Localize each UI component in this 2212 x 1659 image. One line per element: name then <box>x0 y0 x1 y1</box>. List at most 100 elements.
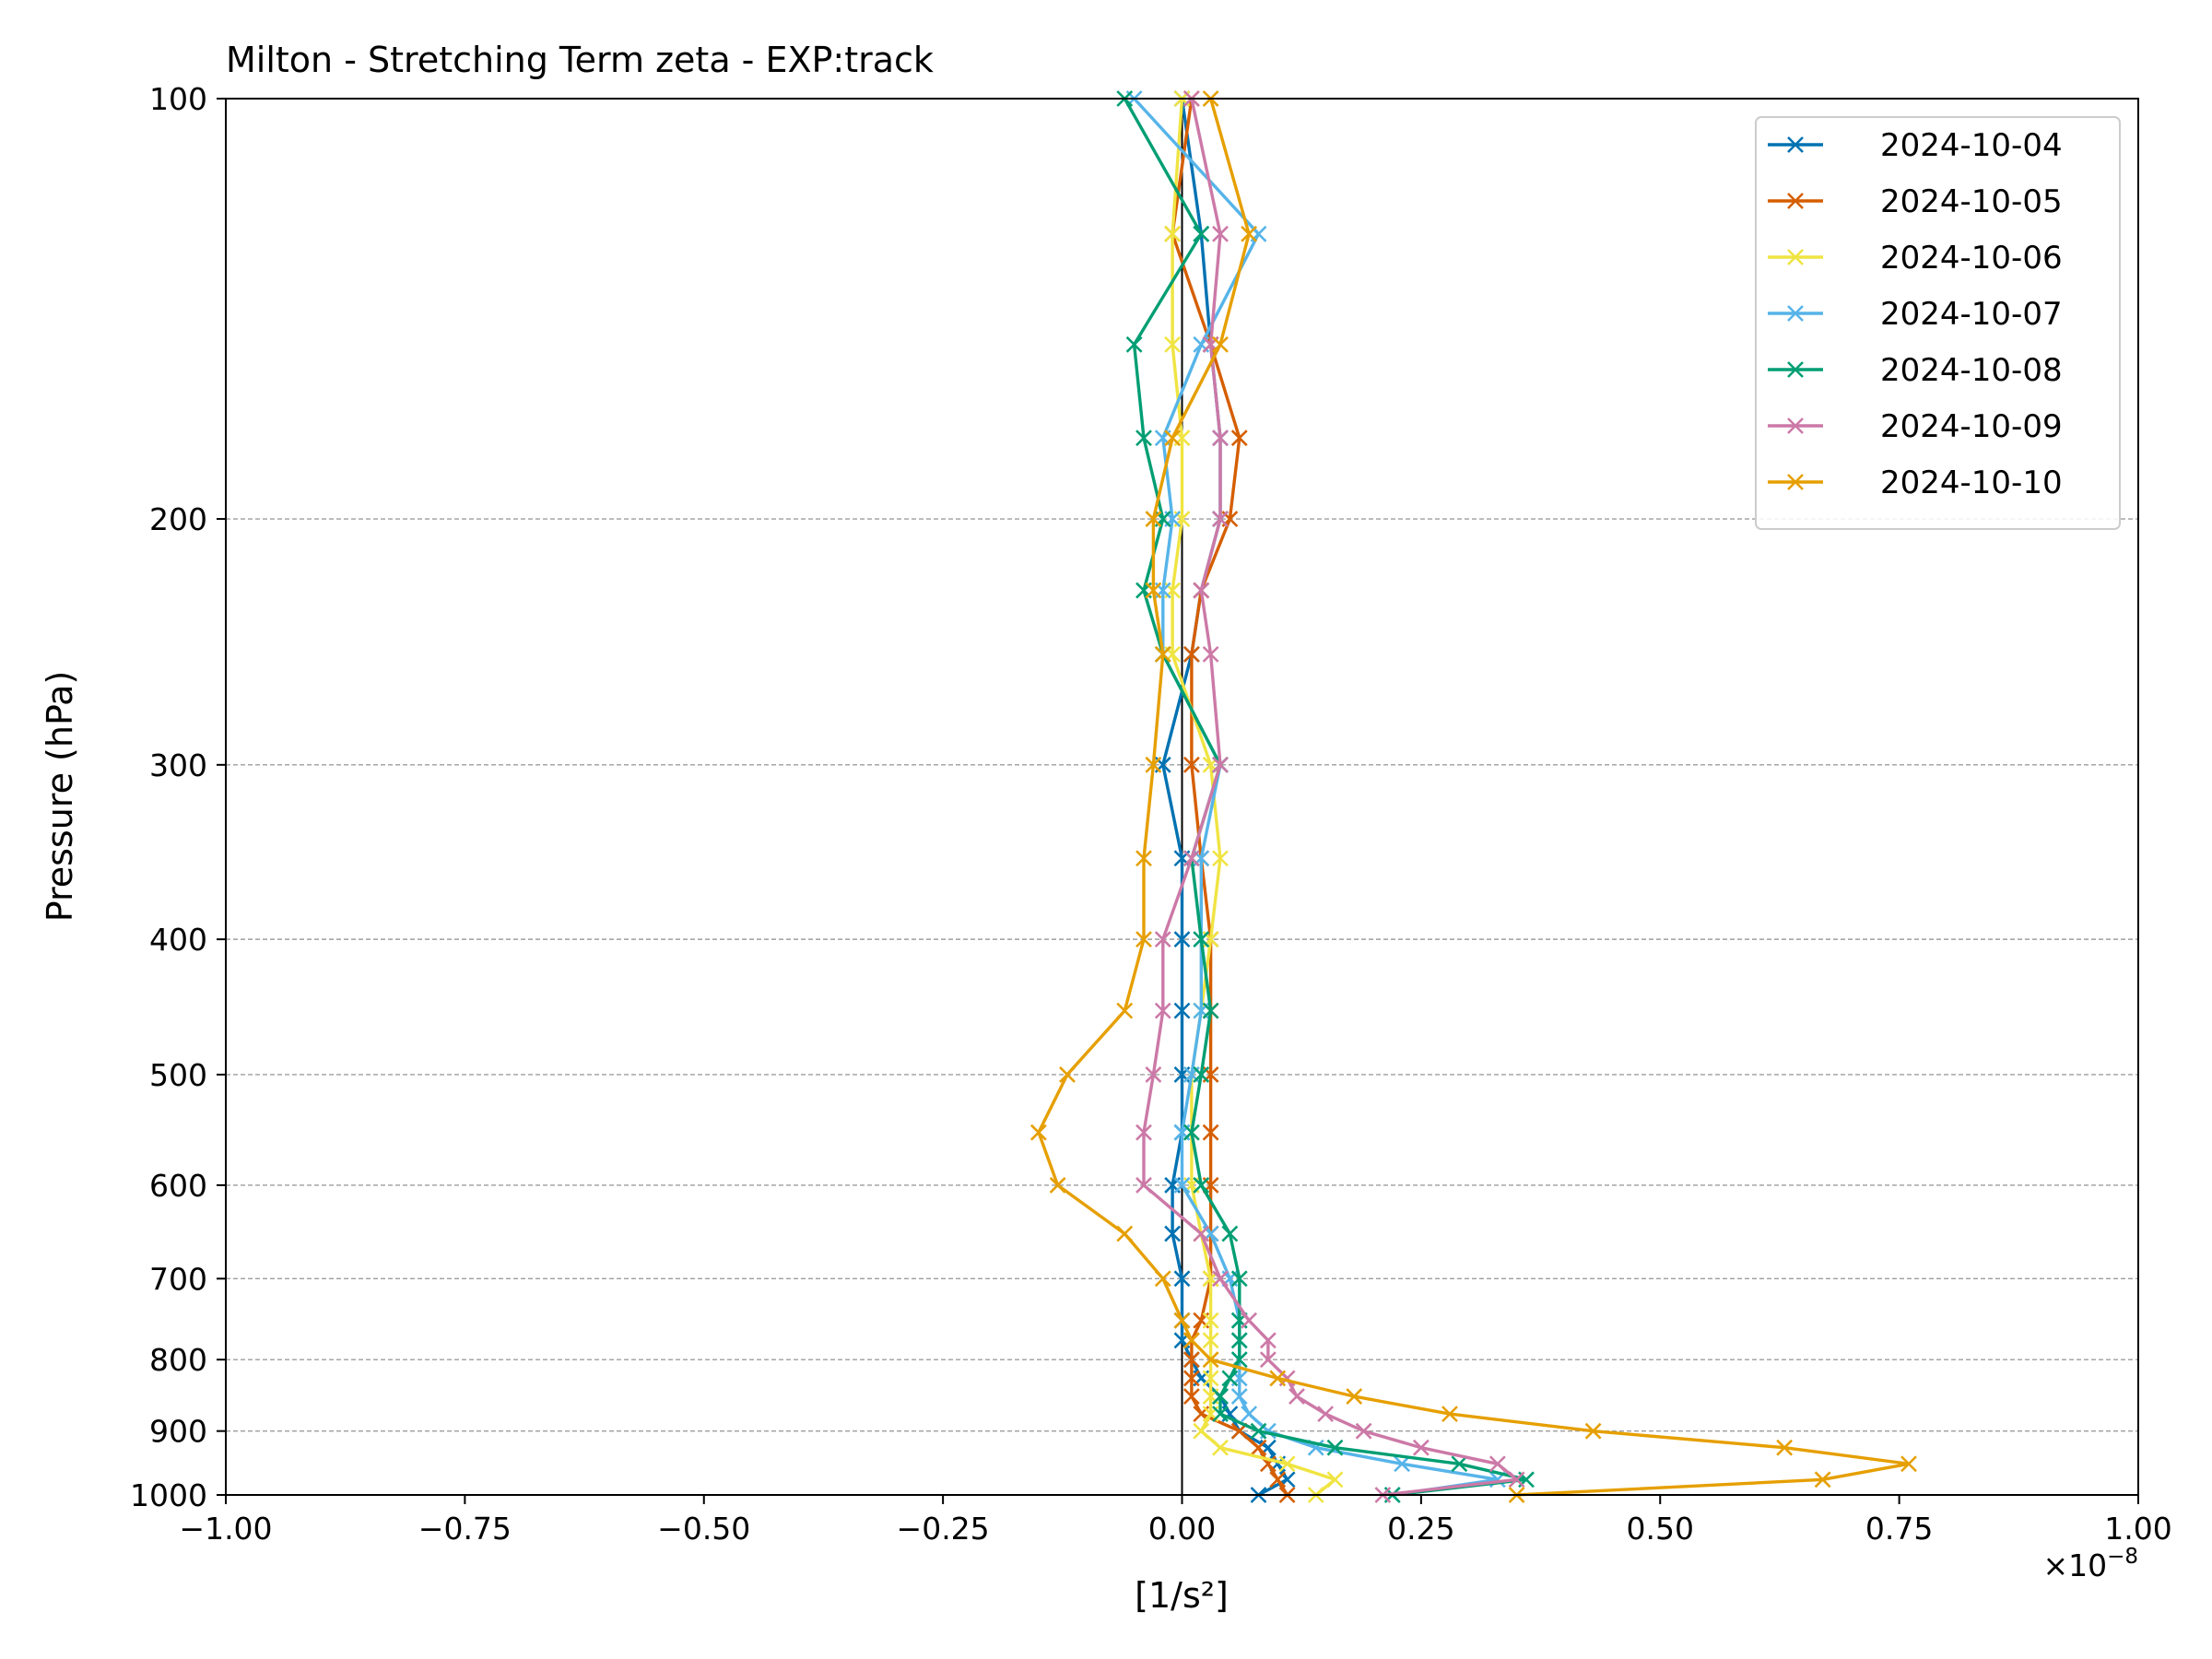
data-point <box>1145 582 1162 599</box>
data-point <box>1241 1312 1258 1329</box>
y-axis: 100 200 300 400 500 600 700 800 900 1000 <box>130 81 226 1513</box>
data-point <box>1508 1471 1525 1488</box>
data-point <box>1326 1471 1344 1488</box>
legend-label: 2024-10-06 <box>1880 240 2063 276</box>
legend-marker <box>1787 249 1804 265</box>
y-tick-label: 300 <box>149 747 207 783</box>
data-point <box>1193 1176 1210 1194</box>
data-point <box>1193 225 1210 242</box>
data-point <box>1154 1002 1171 1019</box>
data-point <box>1202 1332 1219 1349</box>
data-point <box>1776 1439 1794 1456</box>
data-point <box>1164 1225 1182 1242</box>
data-point <box>1135 850 1152 867</box>
legend-item-2024-10-07: 2024-10-07 <box>1768 296 2063 333</box>
data-point <box>1182 1332 1200 1349</box>
data-point <box>1173 1176 1191 1194</box>
data-point <box>1182 645 1200 663</box>
legend-item-2024-10-08: 2024-10-08 <box>1768 352 2063 389</box>
data-point <box>1814 1471 1831 1488</box>
data-point <box>1241 225 1258 242</box>
legend-marker <box>1787 361 1804 378</box>
data-point <box>1116 1002 1134 1019</box>
legend-item-2024-10-05: 2024-10-05 <box>1768 183 2063 220</box>
x-axis: −1.00 −0.75 −0.50 −0.25 0.00 0.25 0.50 0.75 1.00 <box>179 1495 2172 1547</box>
data-point <box>1202 1124 1219 1141</box>
data-point <box>1154 931 1171 948</box>
legend-item-2024-10-04: 2024-10-04 <box>1768 127 2063 164</box>
data-point <box>1346 1388 1363 1405</box>
data-point <box>1145 511 1162 527</box>
data-point <box>1182 850 1200 867</box>
legend-marker <box>1787 418 1804 434</box>
data-point <box>1193 1066 1210 1083</box>
data-point <box>1202 1312 1219 1329</box>
legend-item-2024-10-10: 2024-10-10 <box>1768 465 2063 501</box>
data-point <box>1317 1406 1335 1423</box>
data-point <box>1230 1388 1248 1405</box>
data-point <box>1193 931 1210 948</box>
data-point <box>1412 1439 1430 1456</box>
data-point <box>1182 1124 1200 1141</box>
y-tick-label: 400 <box>149 922 207 958</box>
y-tick-label: 600 <box>149 1168 207 1204</box>
data-point <box>1135 429 1152 447</box>
data-point <box>1164 225 1182 242</box>
data-point <box>1125 335 1143 353</box>
data-point <box>1145 1066 1162 1083</box>
data-point <box>1394 1455 1411 1473</box>
data-point <box>1116 1225 1134 1242</box>
data-point <box>1154 645 1171 663</box>
data-point <box>1030 1124 1047 1141</box>
y-axis-label: Pressure (hPa) <box>40 671 80 923</box>
data-point <box>1202 645 1219 663</box>
data-point <box>1212 1439 1229 1456</box>
x-tick-label: −0.50 <box>657 1511 750 1547</box>
x-tick-label: 0.50 <box>1627 1511 1694 1547</box>
data-point <box>1135 1124 1152 1141</box>
legend-box <box>1755 116 2121 530</box>
x-tick-label: 0.00 <box>1148 1511 1216 1547</box>
legend-item-2024-10-06: 2024-10-06 <box>1768 240 2063 276</box>
data-point <box>1202 1351 1219 1369</box>
data-point <box>1278 1455 1296 1473</box>
data-point <box>1212 429 1229 447</box>
data-point <box>1173 931 1191 948</box>
data-point <box>1193 1422 1210 1440</box>
legend-label: 2024-10-09 <box>1880 408 2063 445</box>
grid-lines <box>226 518 2138 1432</box>
data-point <box>1202 1002 1219 1019</box>
data-point <box>1900 1455 1917 1473</box>
data-point <box>1193 582 1210 599</box>
data-point <box>1230 1270 1248 1288</box>
data-point <box>1241 1406 1258 1423</box>
y-tick-label: 200 <box>149 501 207 537</box>
data-point <box>1182 1351 1200 1369</box>
data-point <box>1212 756 1229 773</box>
chart-title: Milton - Stretching Term zeta - EXP:trac… <box>226 40 934 80</box>
legend-marker <box>1787 305 1804 322</box>
data-point <box>1202 1370 1219 1387</box>
y-tick-label: 500 <box>149 1057 207 1093</box>
x-tick-label: −1.00 <box>179 1511 272 1547</box>
data-point <box>1212 335 1229 353</box>
data-point <box>1212 225 1229 242</box>
data-point <box>1250 1439 1267 1456</box>
data-point <box>1154 1270 1171 1288</box>
data-point <box>1269 1471 1287 1488</box>
data-point <box>1441 1406 1458 1423</box>
series-2024-10-10 <box>1030 90 1917 1503</box>
legend-marker <box>1787 474 1804 490</box>
data-point <box>1164 335 1182 353</box>
y-tick-label: 1000 <box>130 1477 207 1513</box>
x-tick-label: 0.25 <box>1387 1511 1454 1547</box>
data-point <box>1212 1270 1229 1288</box>
x-axis-label: [1/s²] <box>1135 1575 1229 1616</box>
data-point <box>1212 850 1229 867</box>
data-point <box>1221 1225 1239 1242</box>
data-point <box>1212 1406 1229 1423</box>
legend-label: 2024-10-07 <box>1880 296 2063 333</box>
legend-label: 2024-10-10 <box>1880 465 2063 501</box>
legend-marker <box>1787 136 1804 153</box>
